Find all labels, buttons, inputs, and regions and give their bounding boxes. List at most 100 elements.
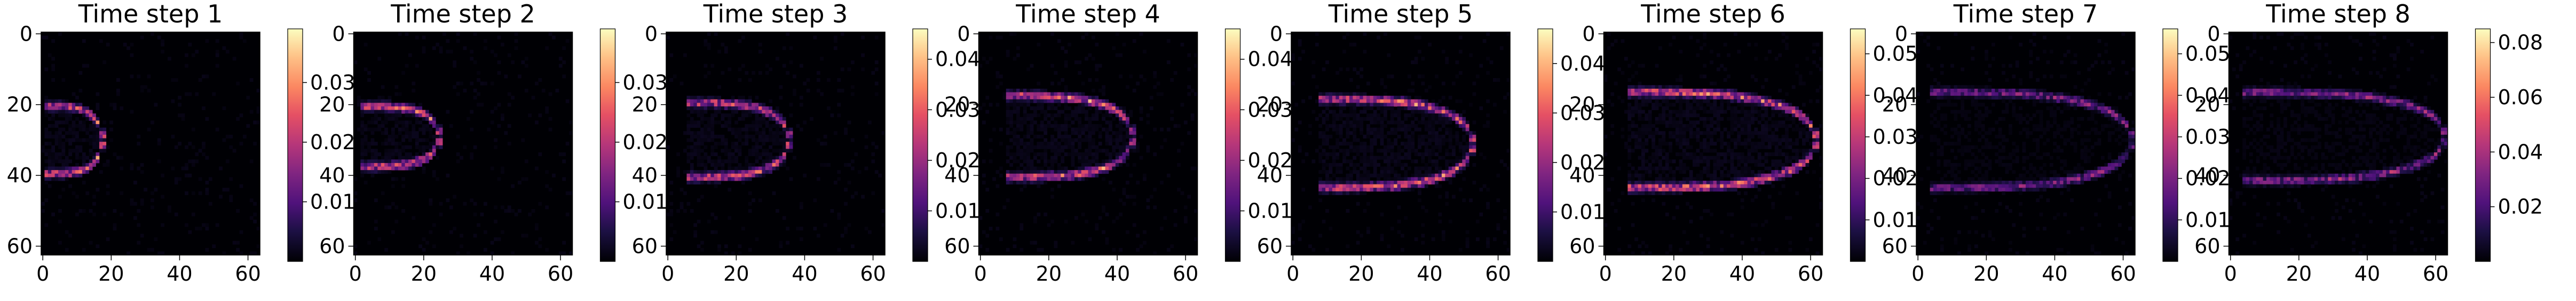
heatmap-cell <box>1033 241 1037 245</box>
heatmap-cell <box>1030 120 1034 124</box>
heatmap-cell <box>1700 89 1703 92</box>
heatmap-cell <box>1030 159 1034 163</box>
heatmap-cell <box>1418 110 1421 114</box>
heatmap-cell <box>1006 181 1010 184</box>
heatmap-cell <box>1006 106 1010 110</box>
heatmap-cell <box>240 184 243 188</box>
heatmap-cell <box>1652 156 1655 160</box>
heatmap-cell <box>78 170 82 174</box>
heatmap-cell <box>748 124 752 128</box>
heatmap-cell <box>48 103 52 106</box>
heatmap-cell <box>429 135 432 138</box>
heatmap-cell <box>683 191 687 195</box>
heatmap-cell <box>1384 152 1387 156</box>
heatmap-cell <box>1366 184 1370 188</box>
colorbar <box>1538 29 1553 261</box>
heatmap-cell <box>1322 149 1326 152</box>
heatmap-cell <box>1693 89 1696 92</box>
heatmap-cell <box>1133 195 1136 198</box>
heatmap-cell <box>714 110 718 114</box>
heatmap-cell <box>51 174 55 177</box>
heatmap-cell <box>1397 184 1401 188</box>
y-tick-label: 40 <box>944 164 970 187</box>
heatmap-cell <box>61 145 65 149</box>
heatmap-cell <box>96 103 100 106</box>
heatmap-cell <box>1133 142 1136 145</box>
heatmap-cell <box>1298 223 1302 227</box>
heatmap-cell <box>391 163 395 167</box>
heatmap-cell <box>1068 92 1071 96</box>
heatmap-cell <box>738 103 742 106</box>
heatmap-cell <box>728 117 731 121</box>
heatmap-cell <box>1496 227 1500 230</box>
heatmap-cell <box>1366 230 1370 234</box>
heatmap-cell <box>1006 50 1010 53</box>
heatmap-cell <box>1068 170 1071 174</box>
heatmap-cell <box>1057 163 1061 167</box>
heatmap-cell <box>89 138 93 142</box>
heatmap-cell <box>1363 92 1367 96</box>
heatmap-cell <box>1305 152 1309 156</box>
heatmap-cell <box>1020 99 1023 103</box>
heatmap-cell <box>388 152 392 156</box>
heatmap-cell <box>1380 174 1384 177</box>
heatmap-cell <box>1401 103 1404 106</box>
heatmap-cell <box>1349 170 1353 174</box>
heatmap-cell <box>1696 120 1700 124</box>
heatmap-cell <box>1329 145 1332 149</box>
heatmap-cell <box>1415 181 1418 184</box>
heatmap-cell <box>1415 159 1418 163</box>
heatmap-cell <box>1384 149 1387 152</box>
heatmap-cell <box>1710 50 1713 53</box>
heatmap-cell <box>1102 92 1105 96</box>
heatmap-cell <box>394 135 398 138</box>
heatmap-cell <box>1074 113 1078 117</box>
heatmap-cell <box>1435 181 1439 184</box>
heatmap-cell <box>1401 128 1404 132</box>
heatmap-cell <box>1799 131 1803 135</box>
heatmap-cell <box>738 99 742 103</box>
heatmap-cell <box>1449 96 1452 99</box>
heatmap-cell <box>717 120 721 124</box>
heatmap-cell <box>783 149 786 152</box>
heatmap-cell <box>1421 106 1425 110</box>
heatmap-cell <box>697 99 701 103</box>
heatmap-cell <box>1693 113 1696 117</box>
heatmap-cell <box>1734 142 1737 145</box>
heatmap-cell <box>436 156 439 160</box>
heatmap-cell <box>721 124 725 128</box>
heatmap-cell <box>501 230 504 234</box>
heatmap-cell <box>734 170 738 174</box>
heatmap-cell <box>1634 131 1638 135</box>
heatmap-cell <box>48 142 52 145</box>
heatmap-cell <box>1037 167 1040 171</box>
heatmap-cell <box>391 106 395 110</box>
x-tick-label: 40 <box>479 262 505 285</box>
heatmap-cell <box>1133 124 1136 128</box>
heatmap-cell <box>381 120 385 124</box>
heatmap-cell <box>1380 124 1384 128</box>
heatmap-cell <box>1332 152 1336 156</box>
heatmap-cell <box>1748 138 1751 142</box>
heatmap-cell <box>415 113 419 117</box>
heatmap-cell <box>432 135 436 138</box>
heatmap-cell <box>491 120 494 124</box>
heatmap-cell <box>1758 135 1761 138</box>
heatmap-cell <box>1339 110 1343 114</box>
heatmap-cell <box>1133 149 1136 152</box>
heatmap-cell <box>707 170 711 174</box>
heatmap-cell <box>439 213 443 217</box>
heatmap-cell <box>700 113 704 117</box>
heatmap-cell <box>216 128 219 132</box>
heatmap-cell <box>1456 124 1459 128</box>
heatmap-cell <box>745 138 748 142</box>
heatmap-cell <box>851 92 855 96</box>
colorbar-tick-label: 0.04 <box>1560 52 1606 75</box>
heatmap-cell <box>1187 131 1191 135</box>
heatmap-cell <box>1153 128 1157 132</box>
heatmap-cell <box>738 131 742 135</box>
heatmap-cell <box>783 46 786 50</box>
heatmap-cell <box>1799 167 1803 171</box>
heatmap-cell <box>1710 96 1713 99</box>
heatmap-cell <box>1016 103 1020 106</box>
